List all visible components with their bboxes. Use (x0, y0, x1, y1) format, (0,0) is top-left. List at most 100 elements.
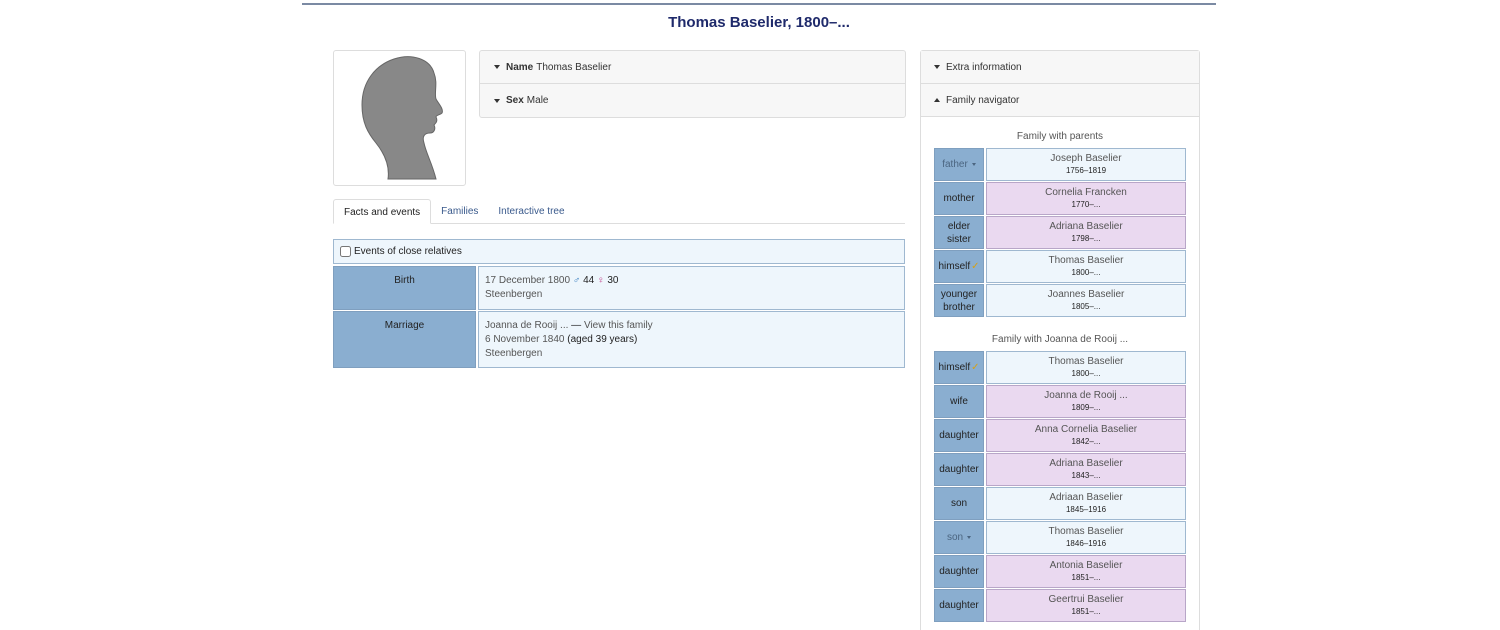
birth-date: 17 December 1800 (485, 275, 571, 286)
photo-placeholder[interactable] (333, 50, 466, 186)
relationship-text: elder sister (947, 220, 971, 245)
person-dates: 1770–... (1071, 200, 1101, 209)
birth-place[interactable]: Steenbergen (485, 289, 543, 300)
top-rule (302, 3, 1216, 5)
family-member-row: daughter Geertrui Baselier 1851–... (934, 589, 1186, 622)
family-member-row: father Joseph Baselier 1756–1819 (934, 148, 1186, 181)
person-box[interactable]: Antonia Baselier 1851–... (986, 555, 1186, 588)
tab-families[interactable]: Families (441, 206, 479, 217)
marriage-age: (aged 39 years) (567, 334, 638, 345)
close-relatives-row: Events of close relatives (333, 239, 905, 264)
person-name[interactable]: Joannes Baselier (1047, 289, 1125, 300)
caret-down-icon (494, 65, 500, 69)
close-relatives-checkbox[interactable] (340, 246, 351, 257)
fact-label: Birth (333, 266, 476, 310)
name-row[interactable]: Name Thomas Baselier (480, 51, 905, 84)
separator: — (568, 320, 584, 331)
person-box[interactable]: Anna Cornelia Baselier 1842–... (986, 419, 1186, 452)
parents-family-list: father Joseph Baselier 1756–1819 mother Corn… (921, 148, 1199, 317)
marriage-date: 6 November 1840 (485, 334, 565, 345)
person-box[interactable]: Geertrui Baselier 1851–... (986, 589, 1186, 622)
fact-row-birth: Birth 17 December 1800 ♂ 44 ♀ 30 Steenbe… (333, 266, 905, 310)
person-name[interactable]: Adriaan Baselier (1049, 492, 1123, 503)
dropdown-caret-icon (971, 163, 976, 166)
relationship-text: himself (938, 362, 971, 373)
person-dates: 1842–... (1071, 437, 1101, 446)
caret-down-icon (934, 65, 940, 69)
family-member-row: himself ✓ Thomas Baselier 1800–... (934, 250, 1186, 283)
relationship-label[interactable]: son (934, 521, 984, 554)
spouse-family-list: himself ✓ Thomas Baselier 1800–... wife Joann… (921, 351, 1199, 622)
page-title: Thomas Baselier, 1800–... (668, 14, 850, 31)
person-name[interactable]: Joanna de Rooij ... (1044, 390, 1128, 401)
sex-label: Sex (506, 95, 524, 106)
relationship-text: son (946, 532, 964, 543)
family-member-row: younger brother Joannes Baselier 1805–... (934, 284, 1186, 317)
person-box[interactable]: Adriaan Baselier 1845–1916 (986, 487, 1186, 520)
family-member-row: son Thomas Baselier 1846–1916 (934, 521, 1186, 554)
person-dates: 1845–1916 (1065, 505, 1107, 514)
person-name[interactable]: Adriana Baselier (1049, 458, 1123, 469)
relationship-text: father (942, 159, 968, 170)
person-name[interactable]: Thomas Baselier (1048, 526, 1124, 537)
person-name[interactable]: Anna Cornelia Baselier (1034, 424, 1138, 435)
relationship-label[interactable]: father (934, 148, 984, 181)
check-icon: ✓ (971, 362, 980, 373)
person-box[interactable]: Thomas Baselier 1846–1916 (986, 521, 1186, 554)
marriage-place[interactable]: Steenbergen (485, 348, 543, 359)
person-name[interactable]: Joseph Baselier (1050, 153, 1122, 164)
person-box[interactable]: Adriana Baselier 1798–... (986, 216, 1186, 249)
dropdown-caret-icon (967, 536, 972, 539)
spouse-link[interactable]: Joanna de Rooij ... (485, 320, 569, 331)
name-label: Name (506, 61, 534, 73)
person-name[interactable]: Thomas Baselier (1048, 356, 1124, 367)
fact-row-marriage: Marriage Joanna de Rooij ... — View this… (333, 311, 905, 368)
family-navigator-header[interactable]: Family navigator (921, 84, 1199, 117)
person-dates: 1809–... (1071, 403, 1101, 412)
relationship-text: daughter (939, 600, 979, 611)
person-box[interactable]: Thomas Baselier 1800–... (986, 351, 1186, 384)
person-dates: 1800–... (1071, 369, 1101, 378)
relationship-text: wife (950, 396, 968, 407)
person-name[interactable]: Adriana Baselier (1049, 221, 1123, 232)
relationship-text: daughter (939, 464, 979, 475)
sex-row[interactable]: Sex Male (480, 84, 905, 117)
caret-down-icon (494, 98, 500, 103)
tab-bar: Facts and events Families Interactive tr… (333, 199, 905, 224)
person-dates: 1846–1916 (1065, 539, 1107, 548)
person-name[interactable]: Thomas Baselier (1048, 255, 1124, 266)
relationship-label: wife (934, 385, 984, 418)
extra-information-header[interactable]: Extra information (921, 51, 1199, 84)
name-value: Thomas Baselier (536, 61, 612, 73)
relationship-text: son (950, 498, 968, 509)
person-name[interactable]: Geertrui Baselier (1048, 594, 1124, 605)
relationship-label: daughter (934, 555, 984, 588)
person-dates: 1798–... (1071, 234, 1101, 243)
close-relatives-label[interactable]: Events of close relatives (354, 246, 462, 257)
person-name[interactable]: Cornelia Francken (1045, 187, 1127, 198)
relationship-text: daughter (939, 566, 979, 577)
male-icon: ♂ (572, 275, 581, 286)
family-member-row: daughter Anna Cornelia Baselier 1842–... (934, 419, 1186, 452)
fact-value: 17 December 1800 ♂ 44 ♀ 30 Steenbergen (478, 266, 905, 310)
person-box[interactable]: Joanna de Rooij ... 1809–... (986, 385, 1186, 418)
relationship-text: mother (943, 193, 975, 204)
person-box[interactable]: Cornelia Francken 1770–... (986, 182, 1186, 215)
person-box[interactable]: Joannes Baselier 1805–... (986, 284, 1186, 317)
tab-facts-and-events[interactable]: Facts and events (333, 199, 432, 224)
silhouette-icon (361, 56, 443, 180)
person-box[interactable]: Thomas Baselier 1800–... (986, 250, 1186, 283)
person-dates: 1756–1819 (1065, 166, 1107, 175)
view-family-link[interactable]: View this family (583, 320, 653, 331)
family-member-row: daughter Adriana Baselier 1843–... (934, 453, 1186, 486)
person-box[interactable]: Adriana Baselier 1843–... (986, 453, 1186, 486)
tab-interactive-tree[interactable]: Interactive tree (498, 206, 565, 217)
person-name[interactable]: Antonia Baselier (1049, 560, 1123, 571)
family-member-row: himself ✓ Thomas Baselier 1800–... (934, 351, 1186, 384)
check-icon: ✓ (971, 261, 980, 272)
person-box[interactable]: Joseph Baselier 1756–1819 (986, 148, 1186, 181)
relationship-text: younger brother (940, 288, 978, 313)
relationship-text: daughter (939, 430, 979, 441)
sidebar: Extra information Family navigator Famil… (920, 50, 1200, 630)
female-icon: ♀ (597, 275, 605, 286)
